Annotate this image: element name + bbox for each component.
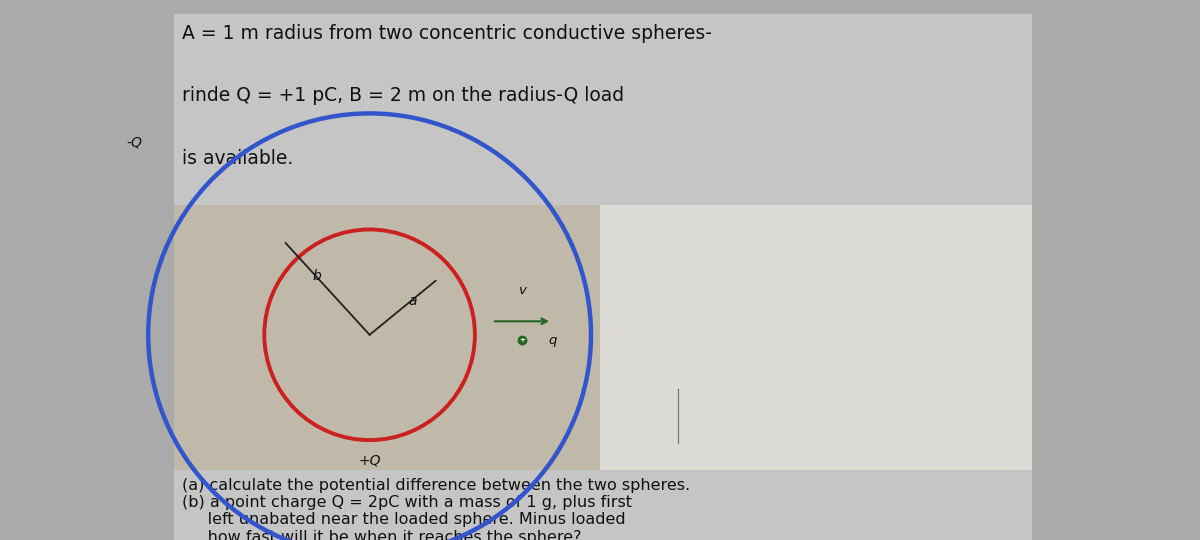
Text: is available.: is available.	[182, 148, 294, 167]
Text: how fast will it be when it reaches the sphere?: how fast will it be when it reaches the …	[182, 530, 582, 540]
FancyBboxPatch shape	[174, 470, 1032, 540]
Text: rinde Q = +1 pC, B = 2 m on the radius-Q load: rinde Q = +1 pC, B = 2 m on the radius-Q…	[182, 86, 624, 105]
Text: b: b	[313, 269, 322, 284]
FancyBboxPatch shape	[174, 14, 1032, 205]
FancyBboxPatch shape	[600, 205, 1032, 472]
Text: (b) a point charge Q = 2pC with a mass of 1 g, plus first: (b) a point charge Q = 2pC with a mass o…	[182, 495, 632, 510]
Text: v: v	[518, 284, 526, 297]
Text: -Q: -Q	[126, 135, 142, 149]
Text: left unabated near the loaded sphere. Minus loaded: left unabated near the loaded sphere. Mi…	[182, 512, 626, 528]
Text: (a) calculate the potential difference between the two spheres.: (a) calculate the potential difference b…	[182, 478, 690, 493]
Text: q: q	[548, 334, 557, 347]
Text: a: a	[408, 294, 418, 308]
FancyBboxPatch shape	[174, 205, 600, 472]
Text: A = 1 m radius from two concentric conductive spheres-: A = 1 m radius from two concentric condu…	[182, 24, 713, 43]
Text: +: +	[520, 337, 524, 343]
Text: +Q: +Q	[359, 454, 380, 468]
